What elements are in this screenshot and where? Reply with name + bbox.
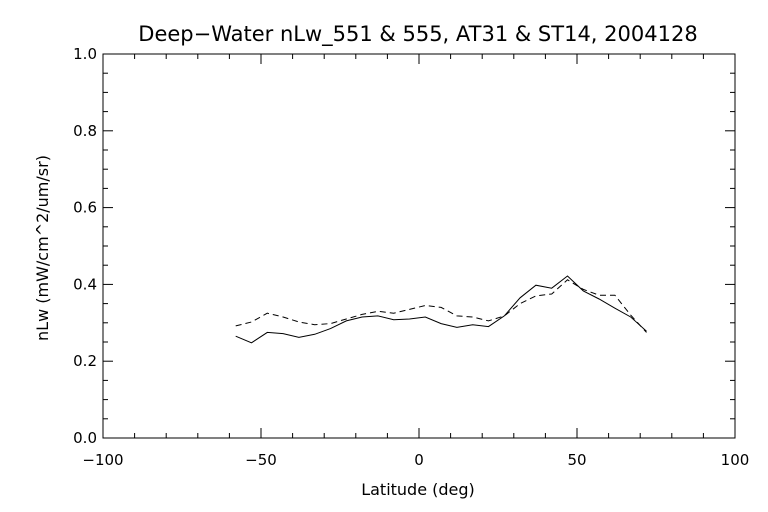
x-axis-label: Latitude (deg) — [361, 480, 475, 499]
data-series — [235, 275, 647, 344]
y-tick-label: 0.0 — [73, 429, 97, 447]
x-tick-label: 50 — [567, 451, 586, 469]
plot-frame — [102, 53, 736, 439]
x-tick-label: −100 — [82, 451, 123, 469]
y-tick-label: 0.2 — [73, 352, 97, 370]
y-tick-label: 1.0 — [73, 45, 97, 63]
series-line-solid — [235, 275, 647, 344]
series-line-dashed — [235, 279, 647, 333]
x-tick-label: −50 — [245, 451, 277, 469]
x-tick-label: 100 — [721, 451, 750, 469]
chart-title: Deep−Water nLw_551 & 555, AT31 & ST14, 2… — [138, 22, 697, 47]
y-axis-label: nLw (mW/cm^2/um/sr) — [33, 155, 52, 341]
y-tick-label: 0.6 — [73, 199, 97, 217]
axis-tick-labels: −100 −50 0 50 100 0.0 0.2 0.4 0.6 0.8 1.0 — [73, 45, 749, 469]
axis-ticks — [102, 53, 736, 439]
y-tick-label: 0.8 — [73, 122, 97, 140]
x-tick-label: 0 — [414, 451, 424, 469]
y-tick-label: 0.4 — [73, 275, 97, 293]
